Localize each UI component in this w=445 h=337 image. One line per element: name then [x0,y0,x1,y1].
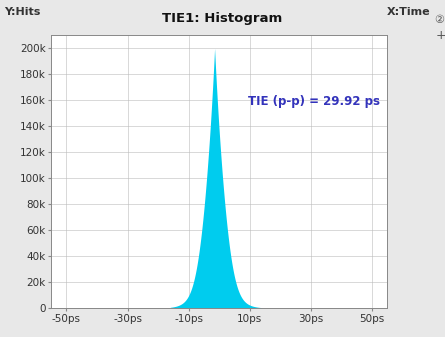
Text: X:Time: X:Time [387,7,431,17]
Text: +: + [435,29,445,42]
Text: Y:Hits: Y:Hits [4,7,41,17]
Text: TIE1: Histogram: TIE1: Histogram [162,12,283,25]
Text: ②: ② [434,15,444,25]
Text: TIE (p-p) = 29.92 ps: TIE (p-p) = 29.92 ps [248,95,380,109]
